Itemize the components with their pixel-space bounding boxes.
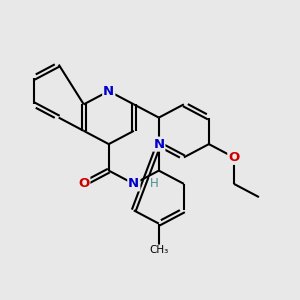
Text: H: H (150, 177, 159, 190)
Text: O: O (78, 177, 89, 190)
Text: N: N (153, 138, 164, 151)
Text: O: O (228, 151, 239, 164)
Text: CH₃: CH₃ (149, 245, 169, 255)
Text: N: N (103, 85, 114, 98)
Text: N: N (128, 177, 140, 190)
